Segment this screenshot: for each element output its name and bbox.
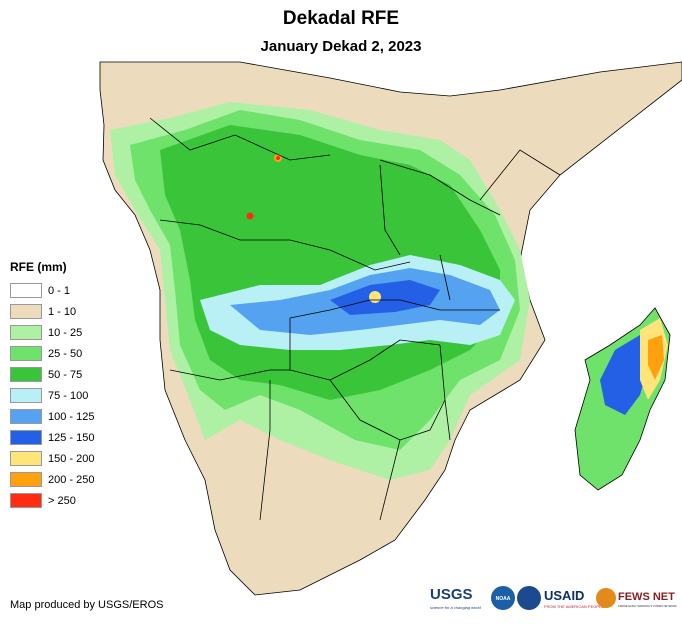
usgs-tagline: science for a changing world xyxy=(430,605,481,610)
legend-item: 25 - 50 xyxy=(10,343,94,364)
legend-label: > 250 xyxy=(48,494,76,507)
legend-swatch xyxy=(10,493,42,508)
legend-swatch xyxy=(10,304,42,319)
legend-item: 200 - 250 xyxy=(10,469,94,490)
rain-200-250 xyxy=(648,335,664,380)
legend-swatch xyxy=(10,409,42,424)
legend-swatch xyxy=(10,388,42,403)
fewsnet-icon xyxy=(596,588,616,608)
map-subtitle: January Dekad 2, 2023 xyxy=(260,38,422,55)
legend-item: 10 - 25 xyxy=(10,322,94,343)
legend-label: 200 - 250 xyxy=(48,473,95,486)
map-credit: Map produced by USGS/EROS xyxy=(10,599,164,611)
usaid-seal-icon xyxy=(517,586,541,610)
agency-logos: USGS science for a changing world NOAA U… xyxy=(430,586,677,610)
legend-swatch xyxy=(10,451,42,466)
map-title: Dekadal RFE xyxy=(282,8,400,29)
noaa-label: NOAA xyxy=(496,596,511,602)
legend-swatch xyxy=(10,283,42,298)
usaid-tagline: FROM THE AMERICAN PEOPLE xyxy=(544,604,604,609)
rain-125-150-madagascar xyxy=(600,335,650,415)
legend-item: > 250 xyxy=(10,490,94,511)
legend-label: 1 - 10 xyxy=(48,305,77,318)
legend-label: 50 - 75 xyxy=(48,368,83,381)
legend-item: 125 - 150 xyxy=(10,427,94,448)
noaa-logo xyxy=(491,586,515,610)
legend-item: 50 - 75 xyxy=(10,364,94,385)
legend: RFE (mm) 0 - 1 1 - 10 10 - 25 25 - 50 50 - 7… xyxy=(10,260,94,511)
legend-label: 10 - 25 xyxy=(48,326,83,339)
rain-over-250-patch xyxy=(276,156,280,160)
usgs-logo: USGS xyxy=(430,586,473,603)
rain-150-200-patch xyxy=(369,291,381,303)
legend-swatch xyxy=(10,430,42,445)
legend-swatch xyxy=(10,367,42,382)
usaid-logo: USAID xyxy=(544,588,584,603)
legend-item: 150 - 200 xyxy=(10,448,94,469)
legend-label: 75 - 100 xyxy=(48,389,89,402)
legend-label: 150 - 200 xyxy=(48,452,95,465)
legend-title: RFE (mm) xyxy=(10,260,67,274)
legend-label: 25 - 50 xyxy=(48,347,83,360)
legend-label: 0 - 1 xyxy=(48,284,71,297)
fewsnet-logo: FEWS NET xyxy=(618,591,675,603)
legend-item: 0 - 1 xyxy=(10,280,94,301)
legend-item: 1 - 10 xyxy=(10,301,94,322)
legend-item: 75 - 100 xyxy=(10,385,94,406)
rain-125-150 xyxy=(330,280,440,315)
legend-swatch xyxy=(10,346,42,361)
rainfall-map xyxy=(99,61,682,596)
legend-item: 100 - 125 xyxy=(10,406,94,427)
legend-label: 100 - 125 xyxy=(48,410,95,423)
rain-over-250-patch xyxy=(246,212,254,220)
legend-swatch xyxy=(10,325,42,340)
country-borders xyxy=(149,117,561,521)
legend-swatch xyxy=(10,472,42,487)
legend-label: 125 - 150 xyxy=(48,431,95,444)
legend-items: 0 - 1 1 - 10 10 - 25 25 - 50 50 - 75 75 - 100… xyxy=(10,280,94,511)
fewsnet-tagline: FAMINE EARLY WARNING SYSTEMS NETWORK xyxy=(618,604,677,608)
